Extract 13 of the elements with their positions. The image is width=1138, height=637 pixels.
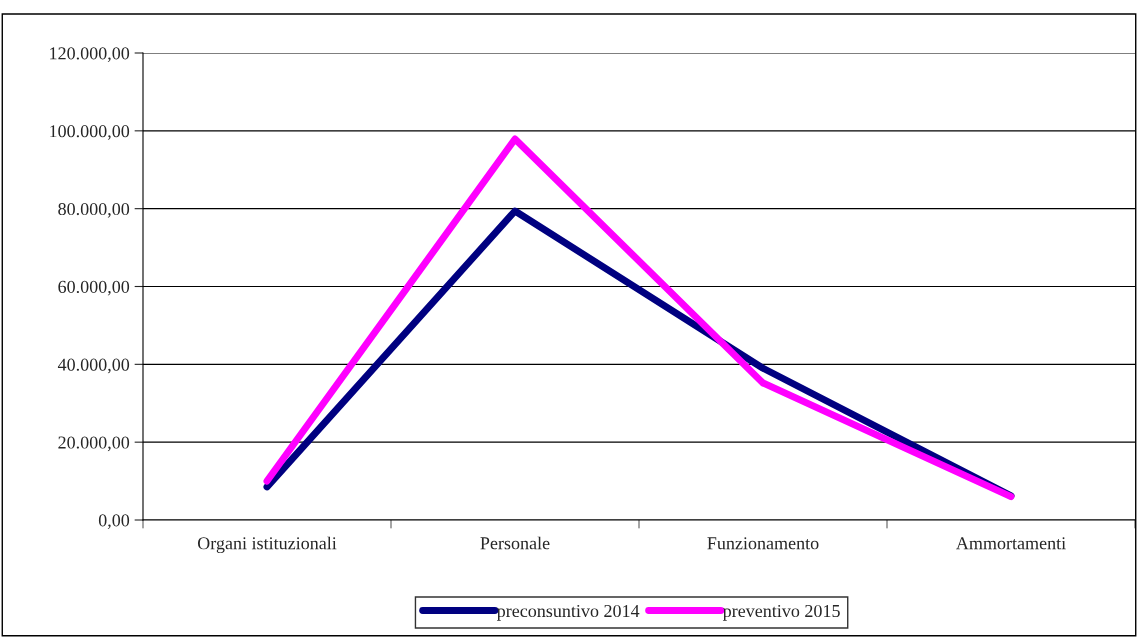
x-tick-label: Ammortamenti: [956, 537, 1066, 550]
y-tick-label: 100.000,00: [50, 125, 130, 140]
y-tick-label: 120.000,00: [50, 47, 130, 63]
legend-label: preconsuntivo 2014: [496, 604, 640, 621]
y-tick-label: 0,00: [98, 514, 130, 530]
x-tick-label: Funzionamento: [707, 537, 819, 550]
y-tick-label: 80.000,00: [58, 202, 130, 218]
y-tick-label: 20.000,00: [58, 436, 130, 452]
y-tick-label: 40.000,00: [57, 358, 130, 374]
x-tick-label: Personale: [480, 536, 550, 550]
x-tick-label: Organi istituzionali: [197, 536, 337, 554]
y-tick-label: 60.000,00: [58, 280, 130, 296]
legend-label: preventivo 2015: [722, 604, 840, 621]
